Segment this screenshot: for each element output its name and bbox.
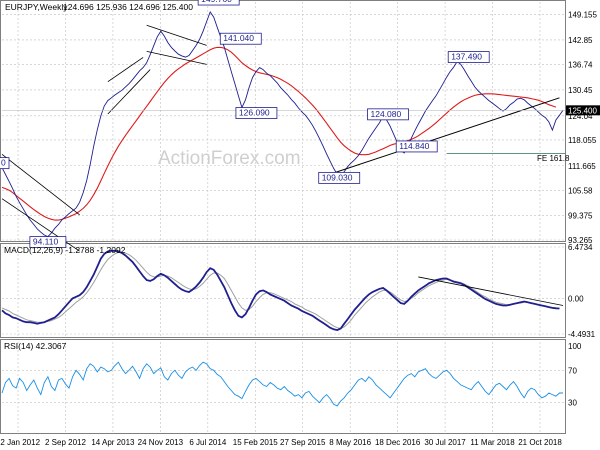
annotation-box	[197, 0, 240, 6]
rising-wedge-upper	[107, 57, 144, 83]
rsi-y-tick-label: 30	[568, 399, 577, 408]
macd-y-tick-label: -4.4931	[568, 330, 596, 339]
macd-trendline	[418, 276, 564, 306]
flag-lower	[146, 51, 207, 65]
price-y-tick-label: 99.375	[568, 211, 593, 220]
x-tick-label: 15 Feb 2015	[233, 438, 278, 447]
x-tick-label: 22 Jan 2012	[0, 438, 41, 447]
downtrend-channel-upper	[1, 153, 80, 216]
price-y-tick-label: 136.74	[568, 61, 593, 70]
rsi-y-tick-label: 100	[568, 342, 582, 351]
annotation-label: 0	[1, 158, 6, 168]
price-y-tick-label: 142.85	[568, 36, 593, 45]
annotation-label: 94.110	[33, 237, 59, 247]
annotation-label: 124.080	[371, 109, 402, 119]
rsi-pane-frame	[0, 339, 566, 434]
moving-average-line	[1, 46, 557, 221]
price-y-tick-label: 118.055	[568, 136, 597, 145]
downtrend-channel-lower	[1, 198, 80, 252]
x-tick-label: 6 Jul 2014	[189, 438, 226, 447]
grid-layer	[2, 2, 565, 432]
annotation-label: 109.030	[322, 172, 353, 182]
last-price-tag	[566, 105, 600, 116]
annotation-label: 141.040	[223, 33, 254, 43]
annotation-label: 149.760	[201, 0, 232, 4]
annotation-box	[367, 108, 409, 121]
rising-wedge-lower	[107, 69, 151, 115]
price-y-tick-label: 93.265	[568, 236, 593, 245]
watermark: ActionForex.com	[158, 148, 301, 169]
annotation-box	[235, 107, 278, 119]
macd-title: MACD(12,26,9) -1.2788 -1.2092	[4, 245, 126, 255]
price-y-tick-label: 105.58	[568, 186, 593, 195]
annotation-label: 126.090	[239, 108, 270, 118]
chart-header-ohlc: 124.696 125.936 124.696 125.400	[63, 2, 193, 12]
x-tick-label: 24 Nov 2013	[138, 438, 184, 447]
chart-header-symbol: EURJPY,Weekly	[5, 2, 68, 12]
rsi-y-tick-label: 70	[568, 366, 577, 375]
price-y-tick-label: 149.155	[568, 10, 597, 19]
annotation-box	[447, 51, 490, 63]
price-pane-frame	[0, 0, 566, 242]
x-tick-label: 30 Jul 2017	[424, 438, 466, 447]
series-layer	[1, 11, 565, 407]
x-tick-label: 2 Sep 2012	[45, 438, 86, 447]
price-line	[1, 11, 564, 238]
x-tick-label: 21 Oct 2018	[518, 438, 562, 447]
annotation-box	[395, 140, 438, 153]
annotation-label: 114.840	[399, 141, 429, 151]
annotation-layer: 149.760 141.040 126.090 137.490 124.080 114.8…	[0, 0, 490, 248]
macd-y-tick-label: 0.00	[568, 294, 584, 303]
last-price-text: 125.400	[568, 106, 597, 115]
macd-pane-frame	[0, 243, 566, 338]
x-tick-label: 11 Mar 2018	[470, 438, 515, 447]
annotation-box	[219, 32, 262, 45]
x-tick-label: 14 Apr 2013	[91, 438, 135, 447]
x-tick-label: 18 Dec 2016	[375, 438, 421, 447]
price-y-tick-label: 124.04	[568, 112, 593, 121]
long-term-support-trendline	[322, 97, 560, 177]
price-y-tick-label: 111.665	[568, 162, 596, 171]
rsi-title: RSI(14) 42.3067	[4, 341, 67, 351]
x-tick-label: 8 May 2016	[329, 438, 371, 447]
price-y-tick-label: 130.45	[568, 86, 593, 95]
annotation-box	[0, 157, 10, 170]
fe-label: FE 161.8	[537, 154, 570, 163]
macd-y-tick-label: 6.4734	[568, 243, 593, 252]
macd-line	[1, 249, 560, 332]
label-layer: 149.155 142.85 136.74 130.45 124.04 118.055 11…	[0, 10, 600, 447]
flag-upper	[146, 24, 207, 46]
rsi-line	[1, 361, 563, 407]
annotation-label: 137.490	[451, 52, 482, 62]
annotation-box	[29, 236, 67, 248]
x-tick-label: 27 Sep 2015	[280, 438, 326, 447]
annotation-box	[318, 171, 361, 184]
